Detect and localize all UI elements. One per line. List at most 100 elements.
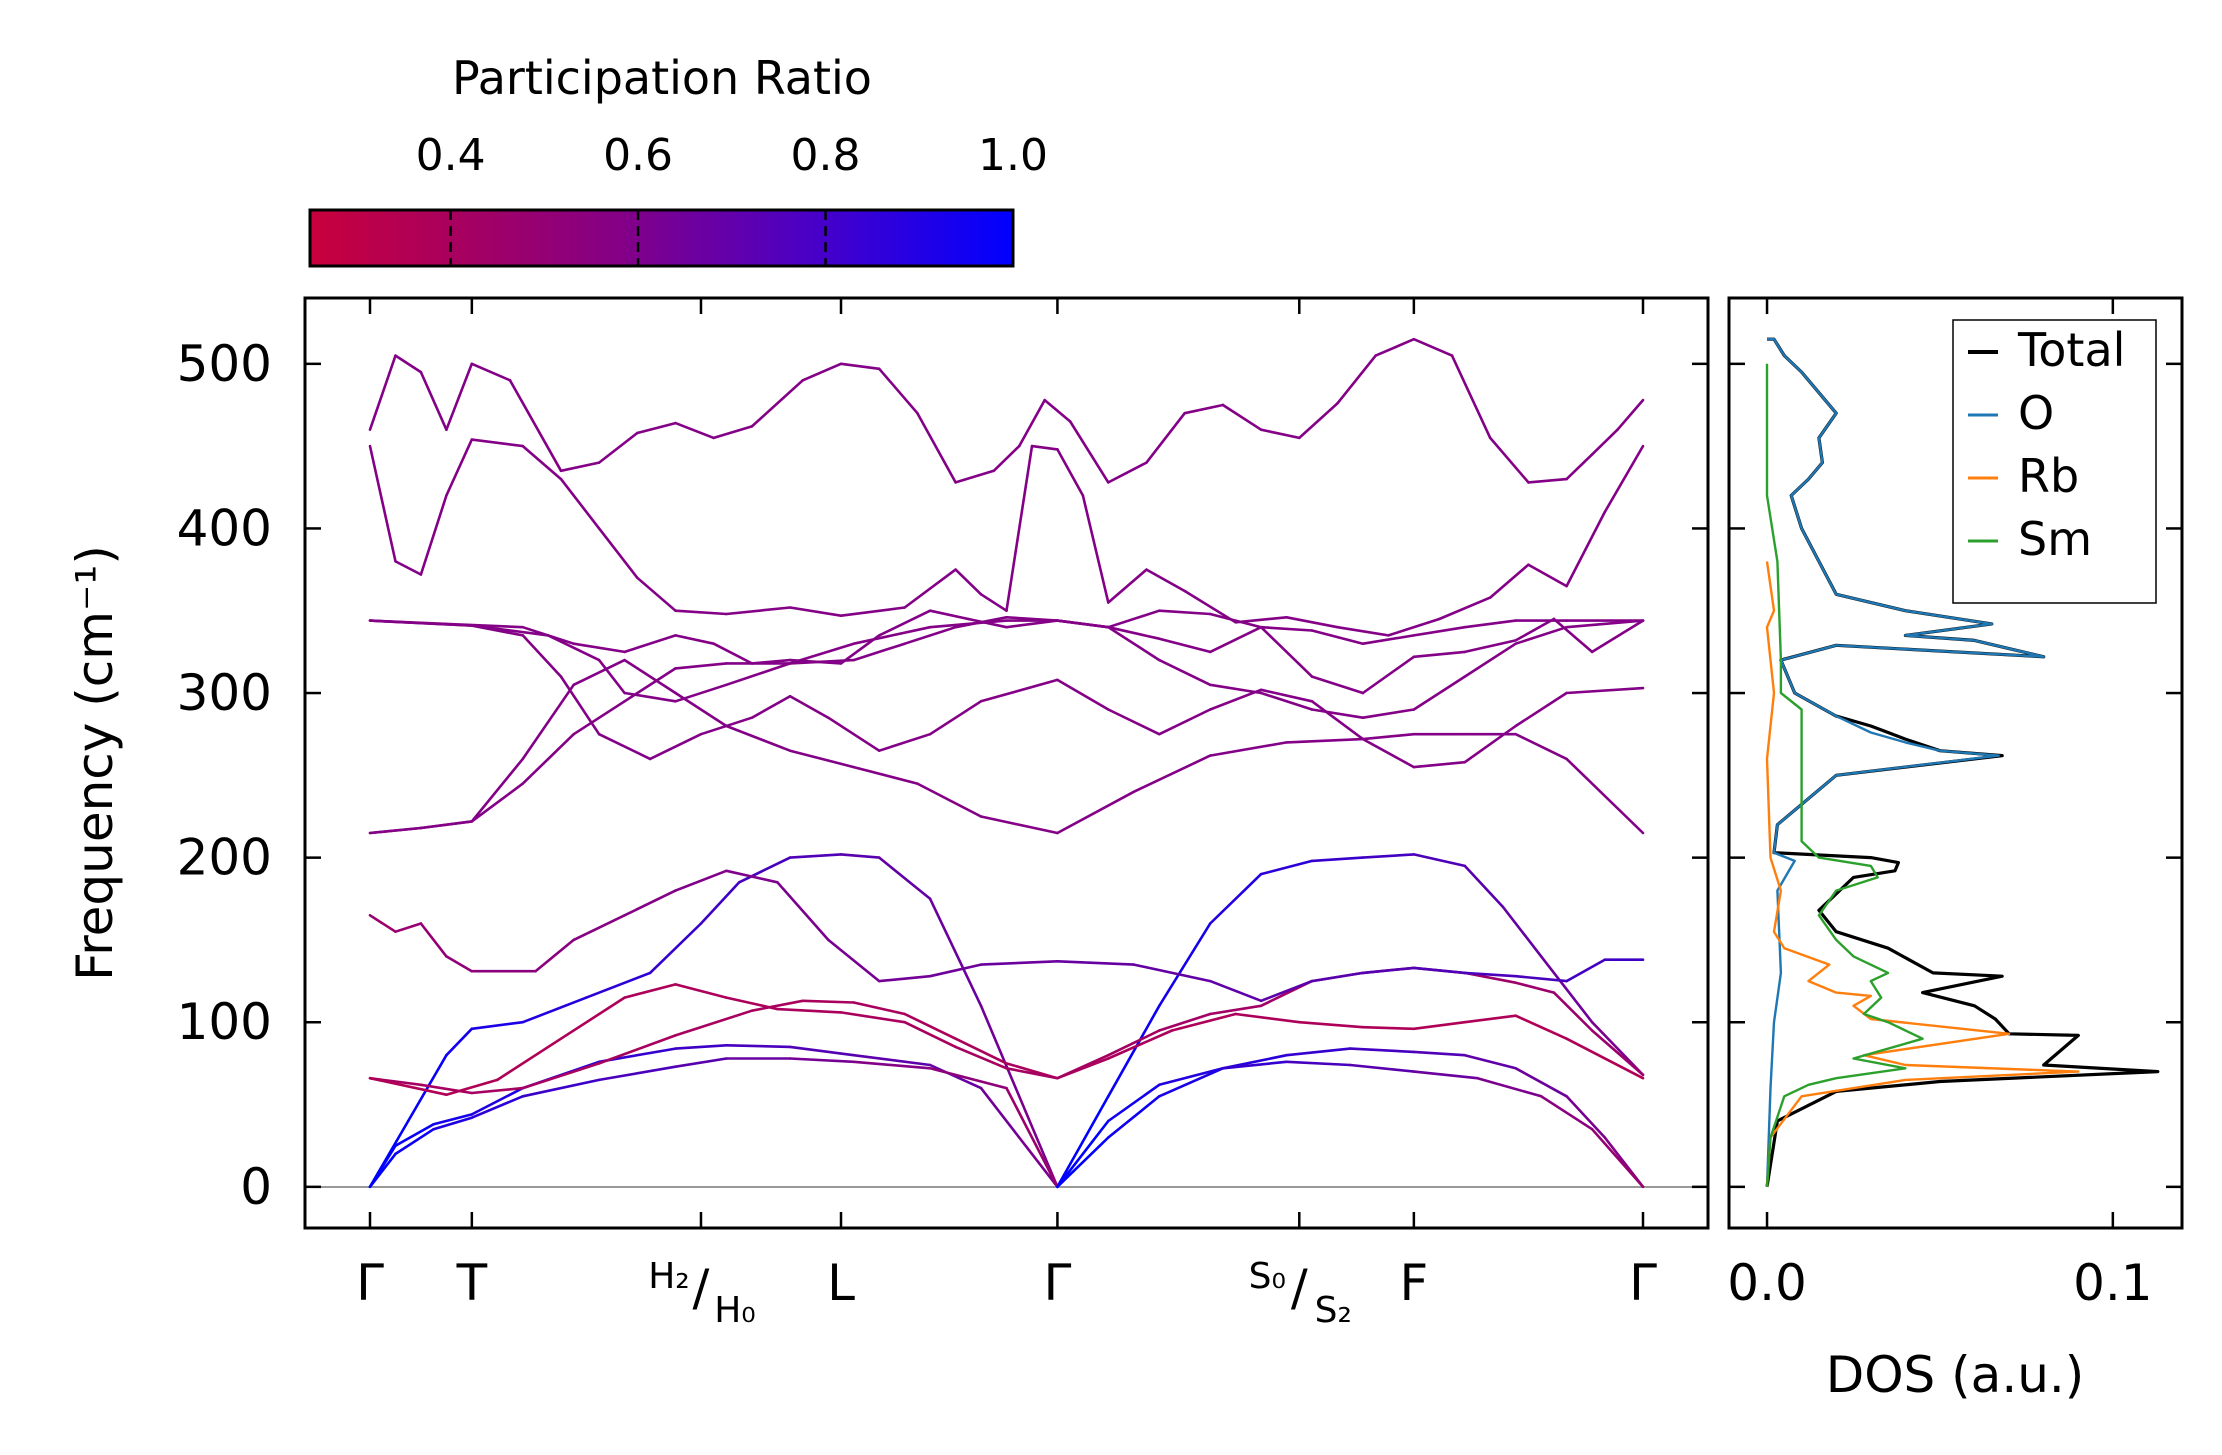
- dos-axis-ticks: 0.0 0.1: [1727, 298, 2182, 1312]
- band-segment: [521, 625, 576, 646]
- band-segment: [1183, 589, 1237, 624]
- band-segment: [877, 367, 919, 415]
- band-segment: [1234, 615, 1288, 624]
- band-segment: [1208, 1004, 1263, 1016]
- legend-label: O: [2018, 386, 2054, 440]
- band-segment: [1158, 1067, 1225, 1098]
- band-segment: [1285, 615, 1339, 629]
- band-segment: [470, 362, 512, 382]
- band-segment: [1514, 981, 1556, 994]
- legend-frame: [1952, 319, 2157, 604]
- colorbar-tick-label: 0.4: [416, 130, 486, 181]
- band-segment: [1527, 477, 1568, 484]
- band-segment: [1158, 637, 1212, 654]
- band-segment: [635, 421, 677, 435]
- band-segment: [1107, 625, 1161, 641]
- band-segment: [979, 815, 1059, 835]
- band-segment: [1590, 1127, 1645, 1189]
- band-lines: [368, 337, 1645, 1189]
- band-segment: [1361, 853, 1416, 859]
- band-segment: [979, 592, 1008, 613]
- band-segment: [725, 724, 792, 753]
- band-segment: [725, 869, 779, 884]
- band-segment: [394, 560, 423, 576]
- band-segment: [979, 959, 1059, 966]
- band-segment: [1412, 1070, 1479, 1080]
- band-segment: [1412, 1020, 1467, 1031]
- band-segment: [916, 411, 957, 484]
- band-segment: [597, 732, 652, 761]
- band-segment: [406, 1053, 448, 1123]
- band-segment: [826, 716, 881, 753]
- dos-axes-frame: [1727, 296, 2184, 1230]
- band-segment: [928, 897, 983, 1008]
- band-segment: [852, 1053, 932, 1067]
- band-segment: [1132, 963, 1212, 983]
- band-segment: [394, 1123, 435, 1147]
- band-segment: [1043, 398, 1072, 423]
- band-segment: [903, 1020, 957, 1049]
- band-segment: [1590, 619, 1645, 654]
- band-segment: [1412, 966, 1467, 975]
- band-segment: [1348, 1063, 1416, 1073]
- band-segment: [1463, 864, 1505, 909]
- band-segment: [521, 1062, 601, 1090]
- band-segment: [1361, 732, 1416, 741]
- band-segment: [1107, 461, 1148, 484]
- band-segment: [445, 1027, 474, 1057]
- band-segment: [470, 1020, 525, 1031]
- band-segment: [1361, 708, 1416, 720]
- band-segment: [852, 1060, 932, 1070]
- band-segment: [979, 1086, 1021, 1139]
- band-segment: [432, 1113, 474, 1126]
- band-segment: [1005, 444, 1034, 613]
- band-segment: [1107, 568, 1148, 604]
- band-segment: [470, 438, 525, 448]
- band-segment: [954, 1037, 1008, 1065]
- dos-x-axis-label: DOS (a.u.): [1826, 1346, 2085, 1404]
- band-segment: [1259, 625, 1314, 632]
- band-segment: [1361, 966, 1416, 975]
- band-segment: [1463, 1014, 1517, 1024]
- band-segment: [788, 1057, 856, 1064]
- band-segment: [1285, 1060, 1352, 1067]
- band-segment: [534, 938, 576, 973]
- band-segment: [470, 757, 525, 823]
- band-segment: [788, 694, 830, 720]
- band-segment: [1514, 617, 1556, 642]
- band-segment: [368, 444, 397, 563]
- band-segment: [1145, 568, 1186, 593]
- band-segment: [674, 683, 728, 703]
- y-tick-label: 500: [177, 335, 272, 393]
- band-segment: [1170, 1012, 1237, 1032]
- band-segment: [903, 568, 957, 609]
- band-segment: [572, 642, 626, 654]
- band-segment: [1005, 619, 1059, 629]
- band-segment: [1310, 699, 1365, 741]
- band-segment: [1285, 737, 1365, 744]
- band-segment: [1259, 979, 1314, 1003]
- colorbar-tick-label: 0.8: [791, 130, 861, 181]
- band-segment: [597, 1065, 677, 1082]
- band-segment: [788, 1045, 856, 1057]
- band-segment: [979, 1004, 1021, 1098]
- band-segment: [368, 1152, 397, 1189]
- x-tick-label: T: [456, 1254, 488, 1312]
- band-segment: [1552, 617, 1594, 654]
- band-segment: [776, 1007, 843, 1014]
- band-segment: [1336, 354, 1377, 405]
- band-segment: [1145, 411, 1186, 464]
- band-segment: [1017, 398, 1046, 448]
- band-segment: [725, 1044, 792, 1049]
- band-segment: [1208, 683, 1263, 695]
- band-segment: [1081, 494, 1110, 604]
- band-segment: [394, 1127, 435, 1156]
- band-segment: [1361, 634, 1416, 646]
- band-segment: [1463, 971, 1517, 978]
- band-segment: [432, 1116, 474, 1131]
- band-segment: [1412, 1050, 1467, 1057]
- band-segment: [1208, 979, 1263, 1003]
- band-segment: [1132, 754, 1212, 794]
- band-segment: [1412, 675, 1467, 711]
